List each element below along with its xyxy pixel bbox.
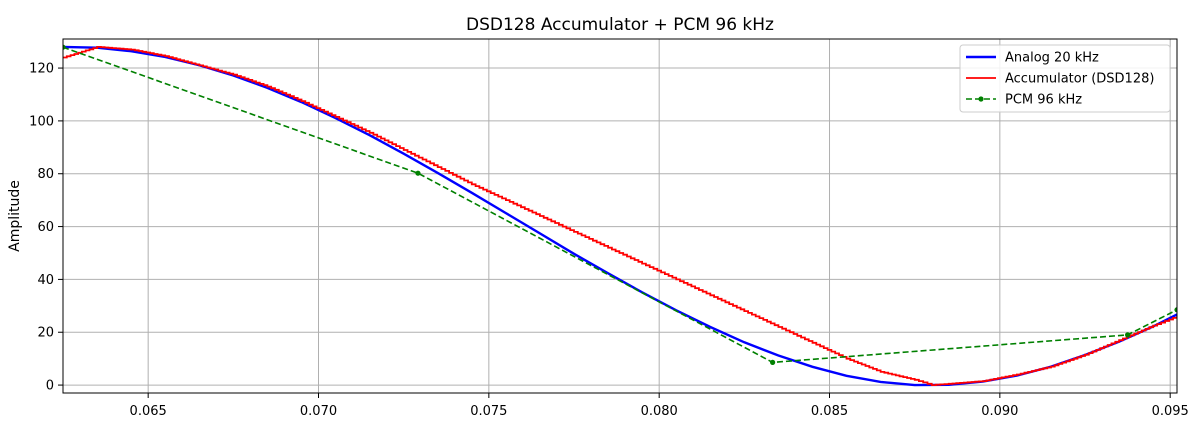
x-tick-label: 0.085	[811, 404, 848, 419]
plot-frame	[62, 38, 1178, 394]
y-tick-label: 80	[37, 167, 54, 182]
pcm-sample-point	[415, 170, 421, 176]
pcm-sample-point	[1174, 307, 1177, 313]
legend-marker	[978, 96, 984, 102]
legend-box	[959, 44, 1171, 113]
y-axis-label: Amplitude	[7, 180, 23, 252]
pcm-sample-point	[770, 359, 776, 365]
series-layer	[63, 44, 1177, 387]
chart-title: DSD128 Accumulator + PCM 96 kHz	[466, 15, 774, 35]
x-tick-label: 0.075	[470, 404, 507, 419]
x-tick-label: 0.065	[130, 404, 167, 419]
y-tick-label: 60	[37, 220, 54, 235]
y-tick-label: 100	[29, 114, 54, 129]
y-tick-label: 0	[46, 379, 54, 394]
axis-ticks: 0.065 0.070 0.075 0.080 0.085 0.090 0.095 0 20 40…	[29, 62, 1189, 419]
x-tick-label: 0.070	[300, 404, 337, 419]
x-tick-label: 0.090	[981, 404, 1018, 419]
legend-label: Analog 20 kHz	[1005, 51, 1099, 66]
series-accumulator-step-line	[63, 46, 1177, 387]
pcm-sample-point	[63, 44, 66, 50]
y-tick-label: 40	[37, 273, 54, 288]
legend-label: Accumulator (DSD128)	[1005, 72, 1154, 87]
x-tick-label: 0.095	[1152, 404, 1189, 419]
y-tick-label: 120	[29, 62, 54, 77]
legend-label: PCM 96 kHz	[1005, 93, 1082, 108]
y-tick-label: 20	[37, 326, 54, 341]
pcm-sample-point	[1125, 332, 1131, 338]
x-tick-label: 0.080	[641, 404, 678, 419]
legend: Analog 20 kHz Accumulator (DSD128) PCM 96 …	[959, 44, 1171, 113]
